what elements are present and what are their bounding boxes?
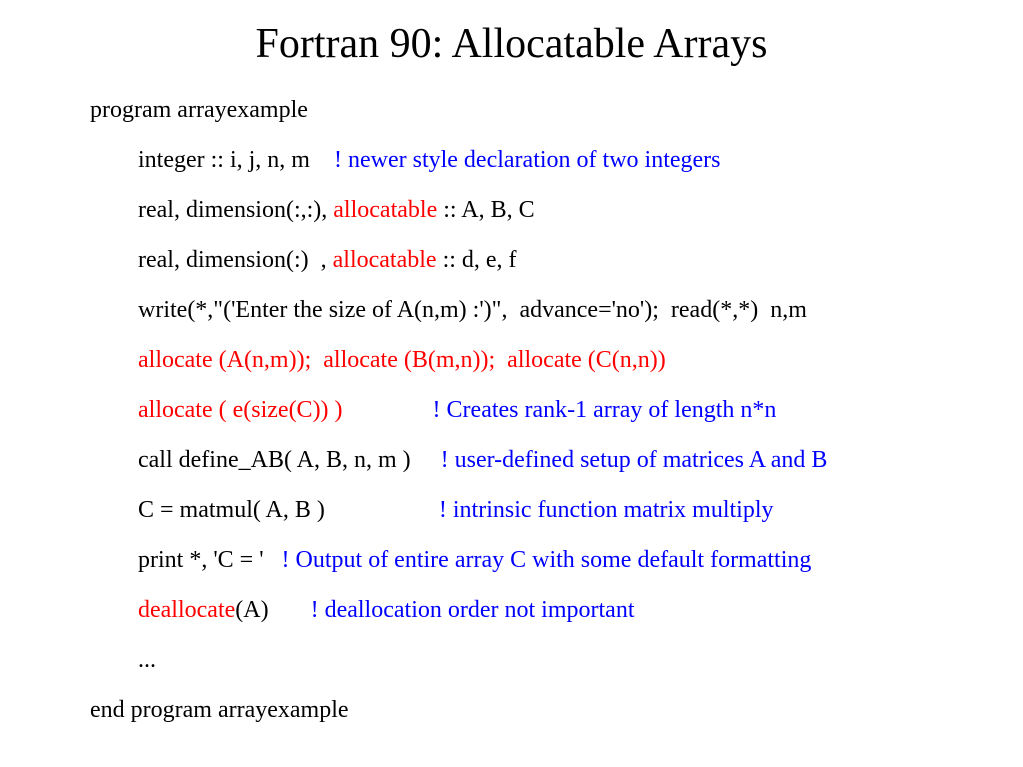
code-line: program arrayexample [90,98,1023,122]
code-segment: ! Creates rank-1 array of length n*n [433,397,777,423]
code-segment: allocatable [333,247,437,273]
code-segment: real, dimension(:) , [138,247,333,273]
code-segment: ! user-defined setup of matrices A and B [441,447,828,473]
code-segment: ! newer style declaration of two integer… [334,147,721,173]
code-line: end program arrayexample [90,698,1023,722]
code-segment: write(*,"('Enter the size of A(n,m) :')"… [138,297,807,323]
code-line: real, dimension(:,:), allocatable :: A, … [138,198,1023,222]
code-segment: print *, 'C = ' [138,547,282,573]
code-line: deallocate(A) ! deallocation order not i… [138,598,1023,622]
code-segment: end program arrayexample [90,697,349,723]
code-line: integer :: i, j, n, m ! newer style decl… [138,148,1023,172]
code-segment: call define_AB( A, B, n, m ) [138,447,441,473]
code-segment: real, dimension(:,:), [138,197,333,223]
code-segment: ! intrinsic function matrix multiply [439,497,774,523]
code-line: C = matmul( A, B ) ! intrinsic function … [138,498,1023,522]
code-segment: C = matmul( A, B ) [138,497,439,523]
code-line: allocate (A(n,m)); allocate (B(m,n)); al… [138,348,1023,372]
code-segment: allocatable [333,197,437,223]
code-block: program arrayexampleinteger :: i, j, n, … [0,98,1023,722]
code-segment: (A) [235,597,310,623]
code-segment: :: A, B, C [437,197,534,223]
code-segment: ! deallocation order not important [311,597,635,623]
code-segment: allocate ( e(size(C)) ) [138,397,343,423]
code-line: real, dimension(:) , allocatable :: d, e… [138,248,1023,272]
code-line: write(*,"('Enter the size of A(n,m) :')"… [138,298,1023,322]
code-segment: program arrayexample [90,97,308,123]
code-segment: ... [138,647,156,673]
code-line: allocate ( e(size(C)) ) ! Creates rank-1… [138,398,1023,422]
code-line: call define_AB( A, B, n, m ) ! user-defi… [138,448,1023,472]
code-line: ... [138,648,1023,672]
code-segment [343,397,433,423]
slide-title: Fortran 90: Allocatable Arrays [0,20,1023,68]
code-segment: ! Output of entire array C with some def… [282,547,812,573]
code-segment: allocate (A(n,m)); allocate (B(m,n)); al… [138,347,666,373]
code-line: print *, 'C = ' ! Output of entire array… [138,548,1023,572]
code-segment: :: d, e, f [437,247,517,273]
code-segment: integer :: i, j, n, m [138,147,334,173]
slide: Fortran 90: Allocatable Arrays program a… [0,0,1023,767]
code-segment: deallocate [138,597,235,623]
